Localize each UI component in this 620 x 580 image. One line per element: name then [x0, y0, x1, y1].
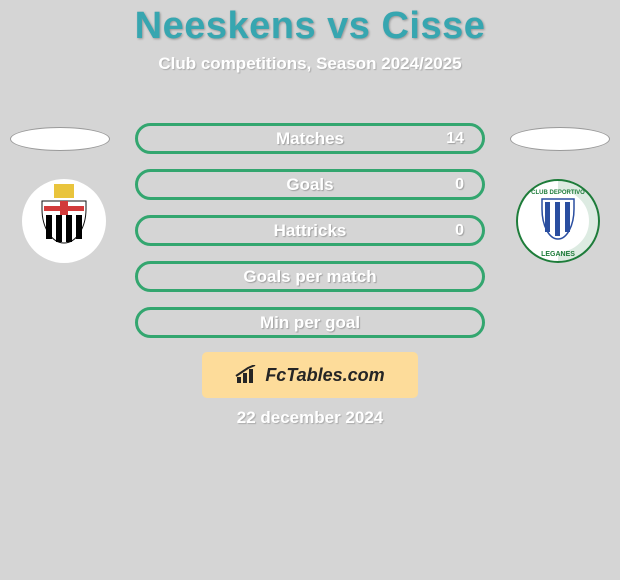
- stat-row-hattricks: Hattricks 0: [135, 215, 485, 246]
- stat-right-value: 14: [446, 130, 464, 148]
- stat-label: Goals: [286, 175, 333, 195]
- stat-row-goals: Goals 0: [135, 169, 485, 200]
- player-avatar-right: [510, 127, 610, 151]
- bar-chart-icon: [235, 365, 259, 385]
- stat-row-matches: Matches 14: [135, 123, 485, 154]
- page-title: Neeskens vs Cisse: [0, 0, 620, 48]
- stat-row-goals-per-match: Goals per match: [135, 261, 485, 292]
- stats-table: Matches 14 Goals 0 Hattricks 0 Goals per…: [135, 123, 485, 353]
- stat-right-value: 0: [455, 222, 464, 240]
- club-left-icon: [22, 179, 106, 263]
- subtitle: Club competitions, Season 2024/2025: [0, 54, 620, 74]
- branding-text: FcTables.com: [265, 365, 384, 386]
- player-avatar-left: [10, 127, 110, 151]
- stat-right-value: 0: [455, 176, 464, 194]
- branding-badge: FcTables.com: [202, 352, 418, 398]
- stat-label: Min per goal: [260, 313, 360, 333]
- stat-label: Matches: [276, 129, 344, 149]
- club-badge-left: [22, 179, 106, 263]
- stat-label: Hattricks: [274, 221, 347, 241]
- club-badge-right: CLUB DEPORTIVO LEGANES: [516, 179, 600, 263]
- date-text: 22 december 2024: [0, 408, 620, 428]
- stat-row-min-per-goal: Min per goal: [135, 307, 485, 338]
- svg-text:LEGANES: LEGANES: [541, 251, 575, 258]
- club-right-icon: CLUB DEPORTIVO LEGANES: [516, 179, 600, 263]
- svg-text:CLUB DEPORTIVO: CLUB DEPORTIVO: [531, 190, 585, 196]
- stat-label: Goals per match: [243, 267, 376, 287]
- comparison-infographic: Neeskens vs Cisse Club competitions, Sea…: [0, 0, 620, 580]
